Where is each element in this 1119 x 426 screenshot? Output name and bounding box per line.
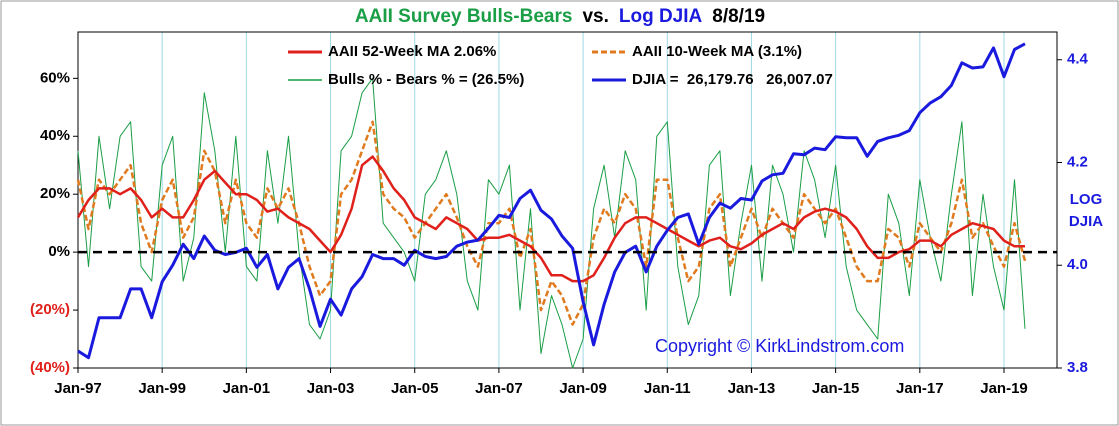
x-tick-label: Jan-07 xyxy=(475,380,523,397)
x-tick-label: Jan-05 xyxy=(391,380,439,397)
legend-label: DJIA = 26,179.76 26,007.07 xyxy=(632,71,833,88)
series-line xyxy=(76,120,1027,326)
series-line xyxy=(76,155,1025,283)
y-tick-label: (20%) xyxy=(30,301,70,318)
x-tick-label: Jan-01 xyxy=(223,380,271,397)
legend-label: AAII 52-Week MA 2.06% xyxy=(328,43,496,60)
y2-axis-label: DJIA xyxy=(1069,213,1103,230)
title-part: 8/8/19 xyxy=(712,6,765,27)
y2-tick-label: 3.8 xyxy=(1067,359,1088,376)
y-tick-label: 60% xyxy=(40,69,70,86)
x-tick-label: Jan-13 xyxy=(728,380,776,397)
y2-axis-label: LOG xyxy=(1070,191,1103,208)
series-line xyxy=(77,77,1026,369)
y-tick-label: 0% xyxy=(48,243,70,260)
y-tick-label: 20% xyxy=(40,185,70,202)
y-tick-label: 40% xyxy=(40,127,70,144)
y-tick-label: (40%) xyxy=(30,359,70,376)
title-part: AAII Survey Bulls-Bears xyxy=(355,6,573,27)
x-tick-label: Jan-03 xyxy=(307,380,355,397)
legend-label: AAII 10-Week MA (3.1%) xyxy=(632,43,802,60)
x-tick-label: Jan-97 xyxy=(54,380,102,397)
x-tick-label: Jan-09 xyxy=(559,380,607,397)
x-tick-label: Jan-19 xyxy=(980,380,1028,397)
x-tick-label: Jan-11 xyxy=(644,380,691,397)
y2-tick-label: 4.2 xyxy=(1067,153,1088,170)
title-part: vs. xyxy=(582,6,608,27)
legend-label: Bulls % - Bears % = (26.5%) xyxy=(328,71,524,88)
y2-tick-label: 4.0 xyxy=(1067,256,1088,273)
plot-area xyxy=(77,31,1058,369)
x-tick-label: Jan-17 xyxy=(896,380,944,397)
annotation: Copyright © KirkLindstrom.com xyxy=(655,336,904,356)
x-tick-label: Jan-15 xyxy=(812,380,860,397)
x-tick-label: Jan-99 xyxy=(138,380,186,397)
chart-title: AAII Survey Bulls-Bears vs. Log DJIA 8/8/19 xyxy=(355,6,765,27)
y2-tick-label: 4.4 xyxy=(1067,51,1089,68)
title-part: Log DJIA xyxy=(619,6,703,27)
